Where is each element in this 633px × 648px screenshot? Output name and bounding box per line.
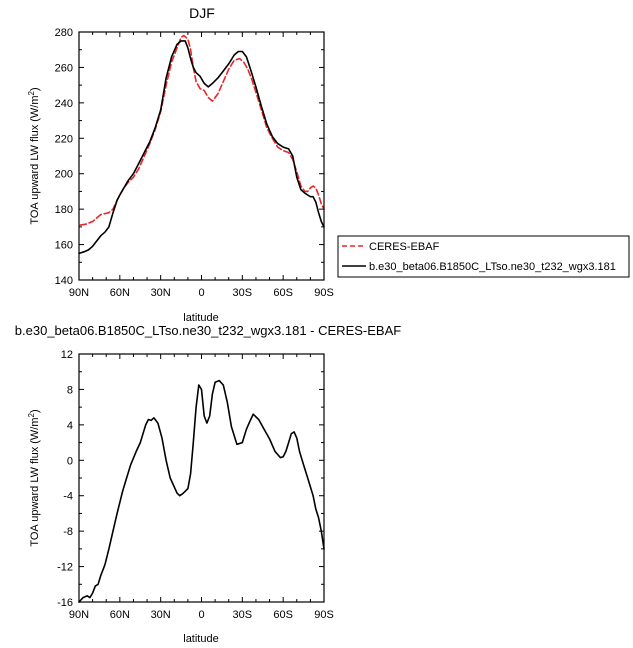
y-tick-label: -8 [63,526,73,538]
x-axis-label: latitude [183,633,218,645]
x-tick-label: 60S [273,609,293,621]
legend-box [337,235,630,278]
legend-label-ceres: CERES-EBAF [369,241,440,253]
y-tick-label: 12 [61,349,73,361]
top-chart: DJF 90N 60N 30N 0 30S 60S 90S 140 160 180 200 220 2… [27,5,334,324]
series-line-model [78,40,325,255]
y-axis-label: TOA upward LW flux (W/m2) [27,87,41,224]
x-tick-label: 60S [273,287,293,299]
x-tick-label: 30N [151,609,171,621]
x-tick-label: 0 [198,609,204,621]
y-tick-label: -16 [57,597,73,609]
y-tick-label: 180 [55,204,73,216]
y-axis-ticks: 140 160 180 200 220 240 260 280 [55,27,324,287]
y-tick-label: 140 [55,275,73,287]
y-tick-label: 240 [55,98,73,110]
x-tick-label: 60N [110,609,130,621]
legend-label-model: b.e30_beta06.B1850C_LTso.ne30_t232_wgx3.… [369,261,616,273]
chart-title: b.e30_beta06.B1850C_LTso.ne30_t232_wgx3.… [15,323,401,338]
x-tick-label: 30S [233,609,253,621]
plot-frame [78,31,325,281]
x-tick-label: 30N [151,287,171,299]
y-axis-label: TOA upward LW flux (W/m2) [27,409,41,546]
y-tick-label: 220 [55,133,73,145]
x-tick-label: 90S [314,609,334,621]
y-tick-label: -4 [63,491,73,503]
series-line-difference [78,379,325,603]
y-tick-label: 160 [55,240,73,252]
y-tick-label: 4 [67,420,73,432]
y-axis-ticks: -16 -12 -8 -4 0 4 8 12 [57,349,324,609]
x-tick-label: 90N [69,609,89,621]
series-line-ceres-ebaf [79,34,325,226]
x-tick-label: 0 [198,287,204,299]
y-tick-label: 0 [67,455,73,467]
series-group [78,379,325,603]
x-tick-label: 90S [314,287,334,299]
bottom-chart: b.e30_beta06.B1850C_LTso.ne30_t232_wgx3.… [15,323,401,645]
x-tick-label: 30S [233,287,253,299]
y-tick-label: 260 [55,62,73,74]
legend: CERES-EBAF b.e30_beta06.B1850C_LTso.ne30… [337,235,630,278]
y-tick-label: -12 [57,562,73,574]
y-tick-label: 8 [67,384,73,396]
series-group [78,34,325,255]
y-tick-label: 280 [55,27,73,39]
x-tick-label: 60N [110,287,130,299]
plot-frame [78,353,325,603]
x-axis-ticks: 90N 60N 30N 0 30S 60S 90S [69,32,334,299]
x-axis-label: latitude [183,312,218,324]
y-tick-label: 200 [55,169,73,181]
x-tick-label: 90N [69,287,89,299]
chart-title: DJF [189,5,215,21]
